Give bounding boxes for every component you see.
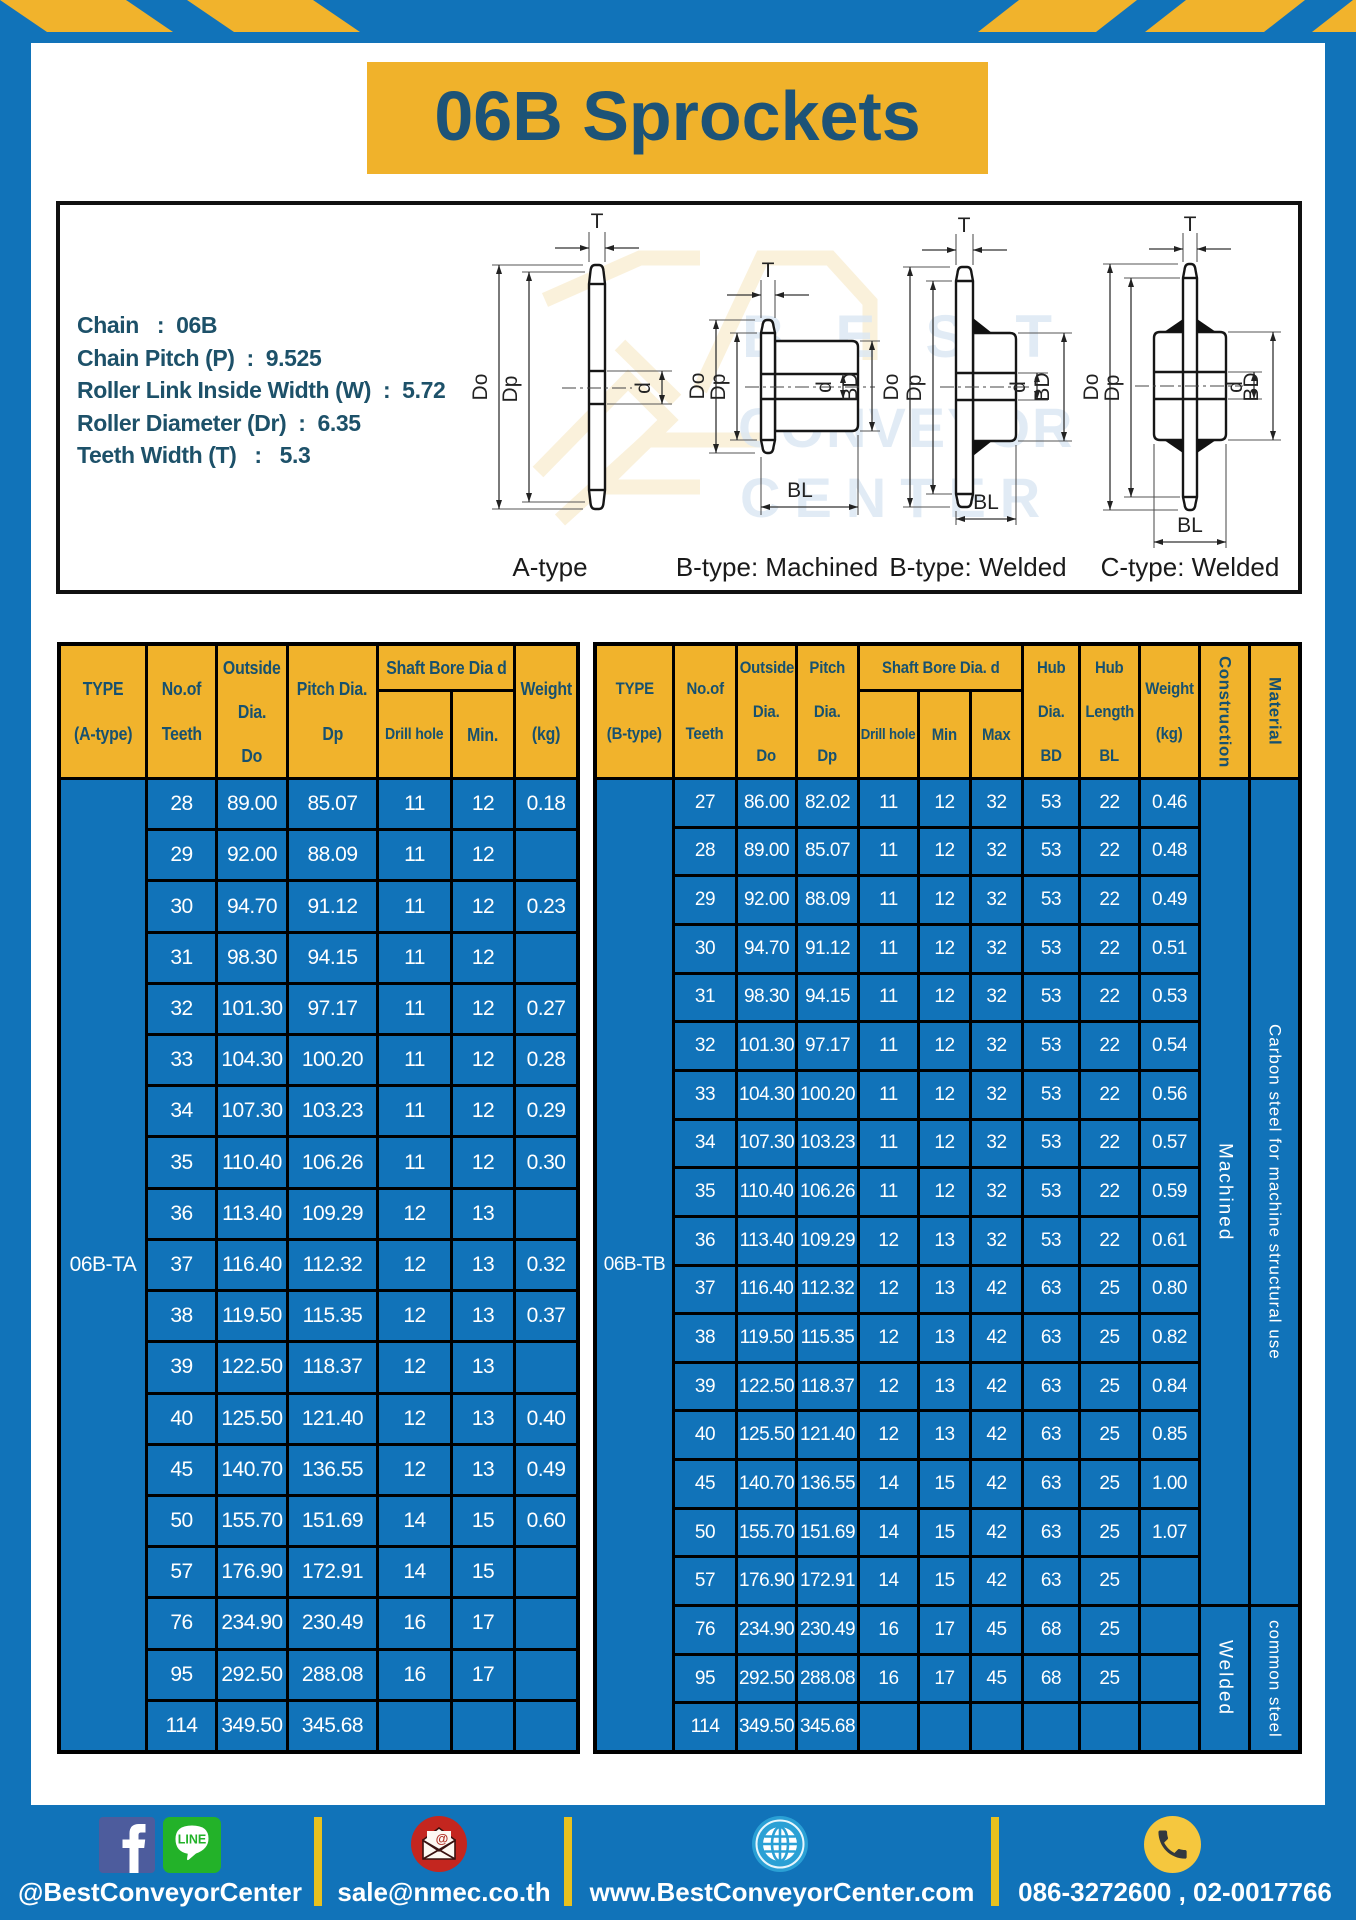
svg-text:T: T: [762, 259, 775, 282]
svg-text:Dp: Dp: [707, 374, 730, 401]
svg-text:B-type: Machined: B-type: Machined: [676, 552, 878, 582]
svg-text:BL: BL: [1177, 514, 1203, 537]
svg-text:T: T: [958, 214, 971, 237]
svg-text:T: T: [1184, 213, 1197, 236]
svg-text:C-type: Welded: C-type: Welded: [1101, 552, 1280, 582]
svg-text:BD: BD: [1240, 372, 1263, 401]
svg-text:Dp: Dp: [903, 375, 926, 402]
svg-text:Do: Do: [686, 373, 709, 400]
svg-text:LINE: LINE: [178, 1833, 206, 1847]
svg-text:Do: Do: [1080, 374, 1103, 401]
svg-text:Do: Do: [880, 374, 903, 401]
svg-text:BL: BL: [787, 479, 813, 502]
svg-text:A-type: A-type: [512, 552, 587, 582]
svg-text:BD: BD: [1031, 372, 1054, 401]
svg-text:@: @: [436, 1831, 449, 1846]
svg-text:BD: BD: [839, 372, 862, 401]
svg-text:Dp: Dp: [1101, 375, 1124, 402]
svg-text:d: d: [632, 382, 655, 394]
svg-text:Dp: Dp: [499, 376, 522, 403]
svg-text:d: d: [813, 381, 836, 393]
svg-text:T: T: [591, 210, 604, 233]
svg-text:B-type: Welded: B-type: Welded: [889, 552, 1066, 582]
svg-text:BL: BL: [973, 491, 999, 514]
svg-text:d: d: [1224, 381, 1247, 393]
svg-text:d: d: [1007, 381, 1030, 393]
svg-text:Do: Do: [469, 374, 492, 401]
